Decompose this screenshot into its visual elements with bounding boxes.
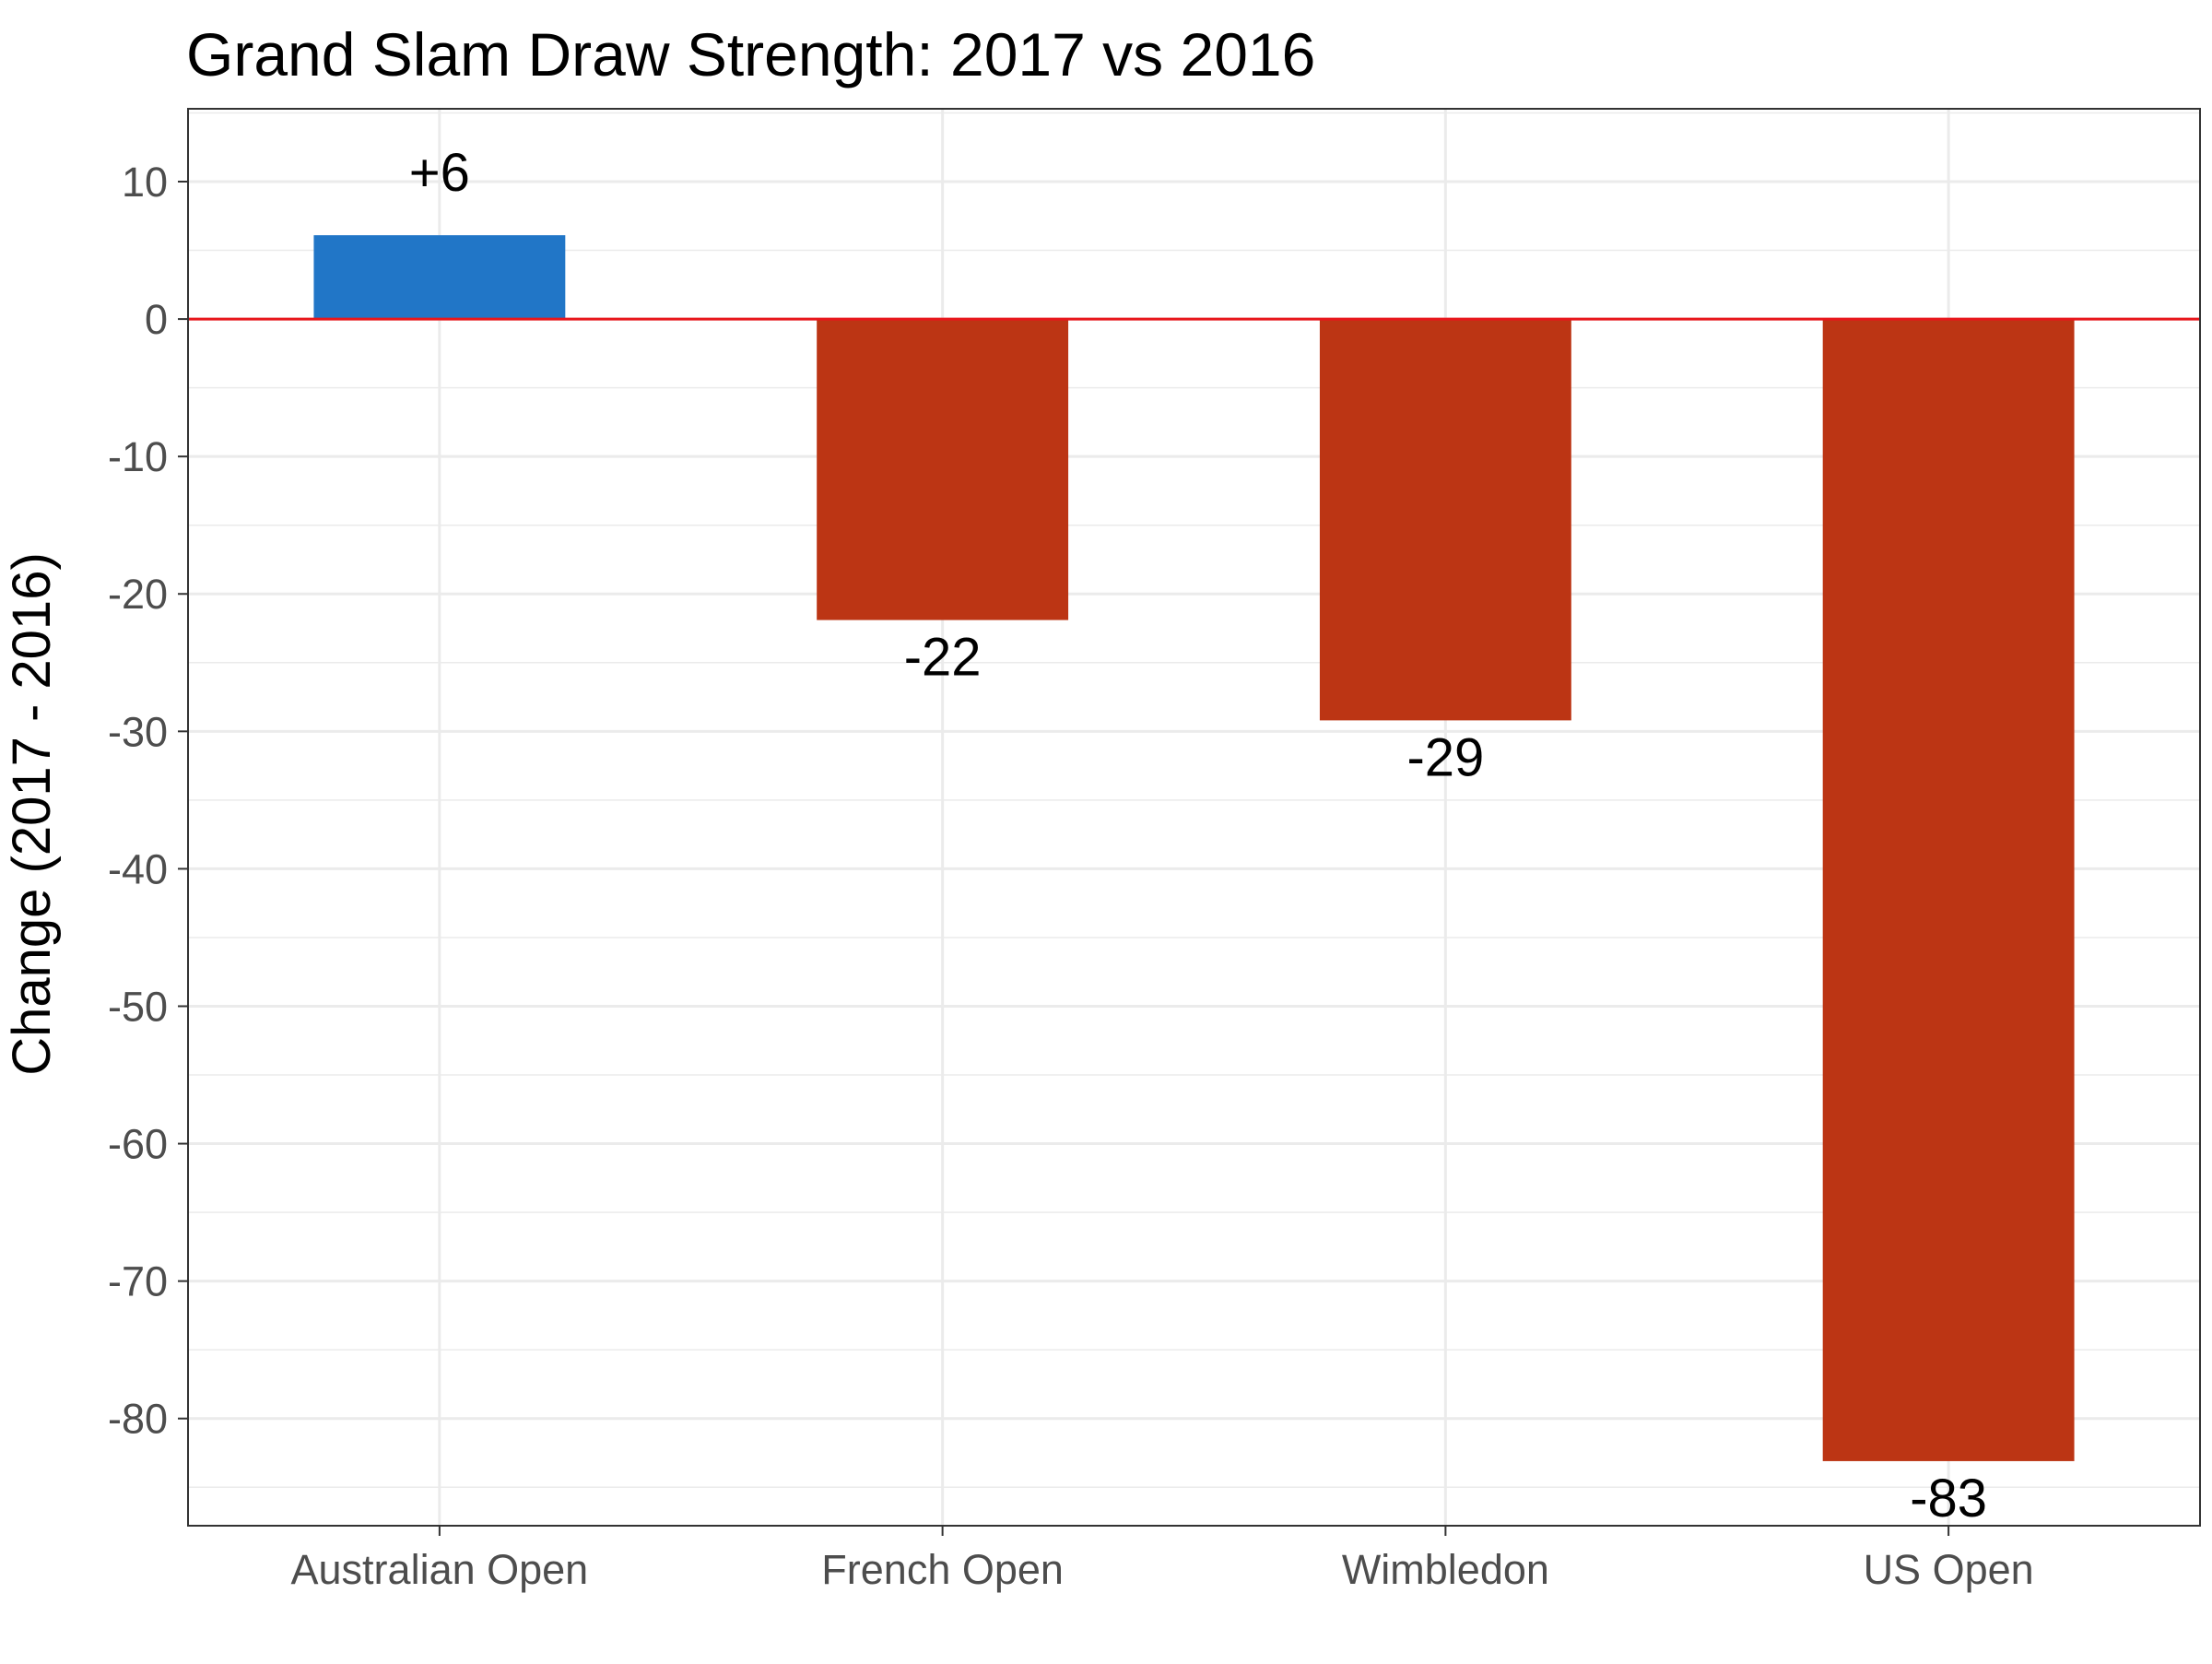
panel-border — [187, 108, 2201, 1527]
x-tick-label: French Open — [821, 1546, 1064, 1593]
bar-wimbledon — [1319, 319, 1571, 721]
x-tick-label: Australian Open — [291, 1546, 589, 1593]
chart-title: Grand Slam Draw Strength: 2017 vs 2016 — [186, 20, 1315, 89]
y-tick-label: -20 — [108, 571, 168, 618]
y-tick-label: -30 — [108, 708, 168, 755]
y-tick-label: -60 — [108, 1121, 168, 1168]
x-tick-label: Wimbledon — [1342, 1546, 1549, 1593]
data-label: -83 — [1910, 1469, 1987, 1528]
data-label: +6 — [409, 143, 470, 203]
bar-french-open — [817, 319, 1069, 620]
y-tick-label: -70 — [108, 1258, 168, 1305]
y-tick-label: -80 — [108, 1396, 168, 1443]
bar-us-open — [1822, 319, 2075, 1461]
data-label: -22 — [904, 628, 982, 688]
bar-australian-open — [313, 235, 566, 320]
y-tick-label: 10 — [122, 159, 168, 206]
x-tick-label: US Open — [1864, 1546, 2034, 1593]
plot-area: +6 -22 -29 -83 10 0 -10 -20 -30 -40 -50 -60 -70 -80 Au… — [108, 108, 2201, 1593]
data-label: -29 — [1406, 727, 1484, 787]
y-tick-label: -50 — [108, 983, 168, 1030]
y-tick-label: -10 — [108, 433, 168, 480]
y-tick-label: 0 — [145, 296, 168, 343]
y-tick-label: -40 — [108, 845, 168, 892]
y-axis-label: Change (2017 - 2016) — [2, 552, 62, 1076]
